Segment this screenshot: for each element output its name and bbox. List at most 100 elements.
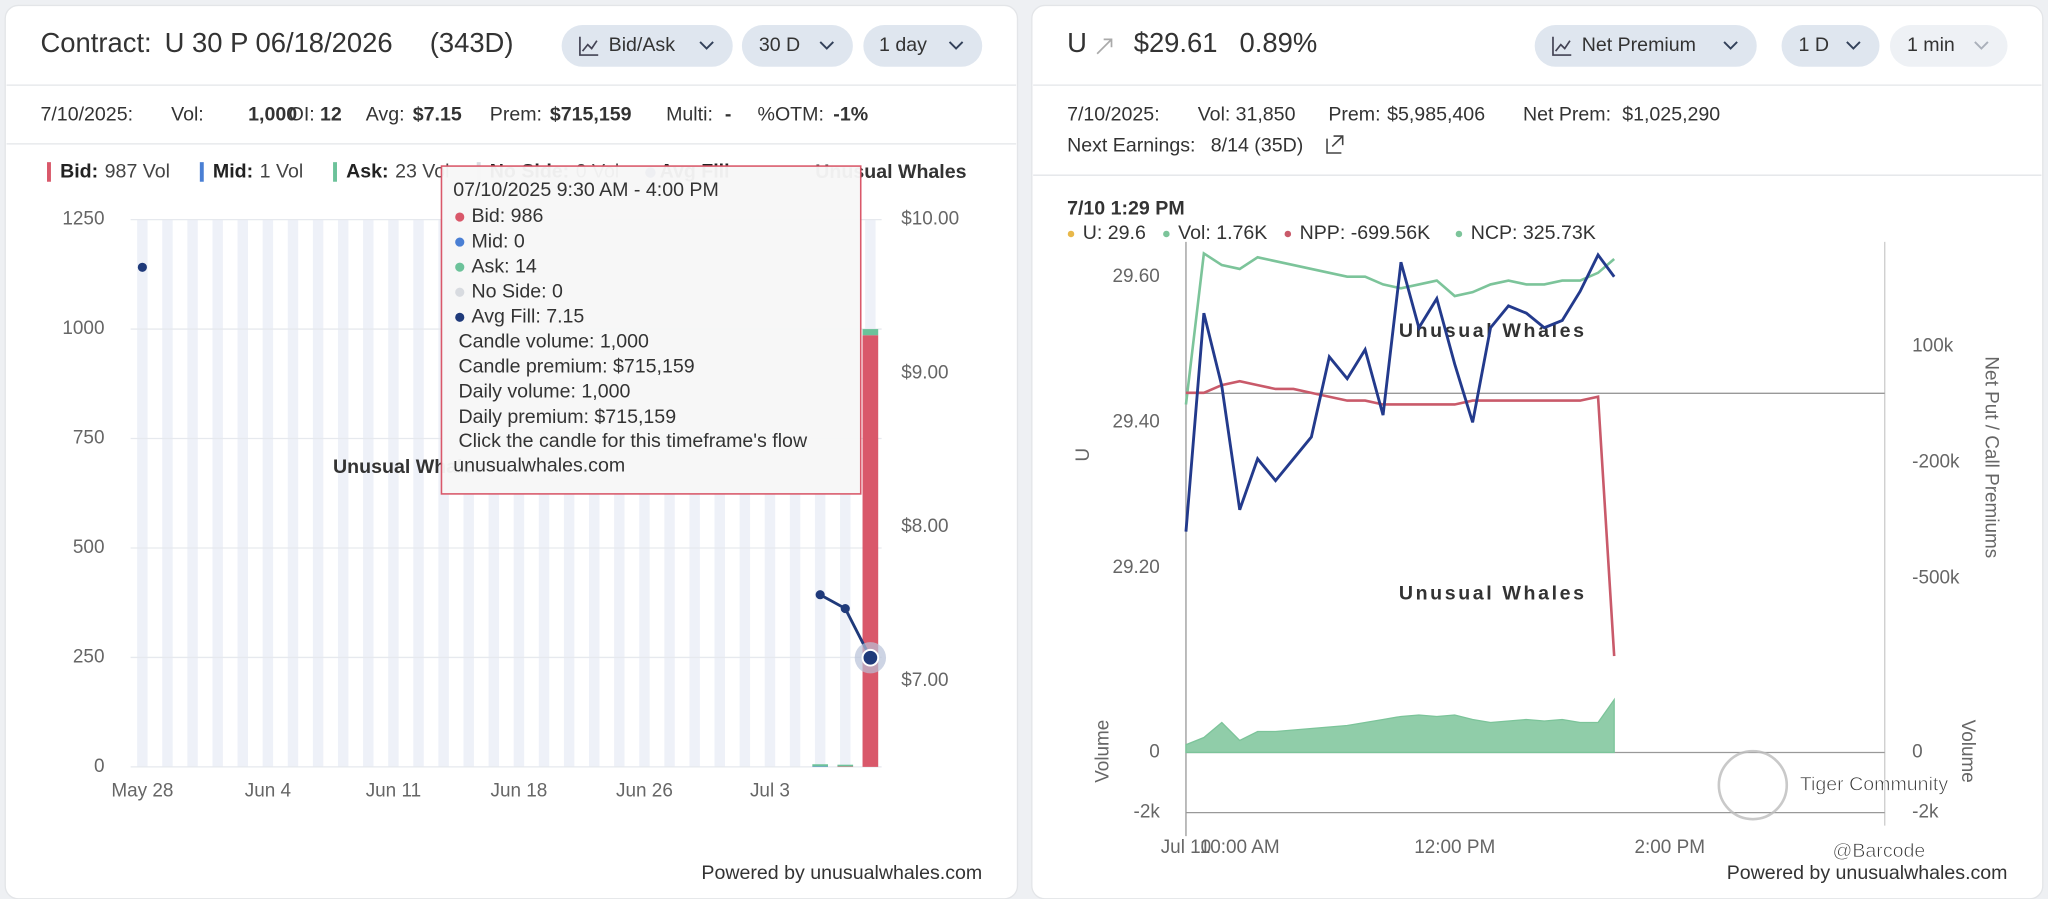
column-background <box>162 219 173 767</box>
tooltip-dot <box>455 262 465 272</box>
info-date: 7/10/2025: <box>1067 103 1160 125</box>
tooltip-line: Candle premium: $715,159 <box>458 356 694 378</box>
avg-fill-point <box>840 603 850 614</box>
column-background <box>388 219 399 767</box>
column-background <box>312 219 324 767</box>
legend-marker <box>333 162 337 182</box>
legend-dot <box>1067 230 1075 238</box>
bar-segment <box>862 335 879 767</box>
x-tick-label: Jun 26 <box>616 781 673 802</box>
info-label: Avg: <box>366 103 405 125</box>
dropdown[interactable] <box>863 25 983 67</box>
dropdown[interactable] <box>741 25 853 67</box>
y2-tick-label: -500k <box>1912 568 1960 589</box>
y2-axis-label: Volume <box>1957 720 1978 783</box>
tooltip-line: Daily volume: 1,000 <box>458 381 630 403</box>
dropdown[interactable] <box>1781 25 1880 67</box>
y2-axis-label: Net Put / Call Premiums <box>1981 356 2002 558</box>
column-background <box>337 219 349 767</box>
chevron <box>1974 41 1989 50</box>
tooltip-line: No Side: 0 <box>472 280 564 302</box>
info-date: 7/10/2025: <box>40 103 133 125</box>
info-label: Vol: <box>1198 103 1231 125</box>
legend-entry: Bid: 987 Vol <box>60 161 170 183</box>
tooltip-dot <box>455 287 465 297</box>
y-tick-label: 29.60 <box>1112 266 1159 287</box>
tooltip-line: Bid: 986 <box>472 205 544 227</box>
bar-segment <box>812 764 829 767</box>
link-icon <box>1096 38 1113 55</box>
info-value: - <box>725 103 732 125</box>
tooltip-line: Candle volume: 1,000 <box>458 331 649 353</box>
info-label: Multi: <box>666 103 713 125</box>
legend-label: Ask: <box>346 161 388 183</box>
x-tick-label: Jun 18 <box>491 781 548 802</box>
legend-dot <box>1163 230 1170 238</box>
y-tick-label: 250 <box>73 646 105 667</box>
dropdown-label: Bid/Ask <box>609 34 676 56</box>
y-tick-label: 1250 <box>62 209 104 230</box>
column-background <box>287 219 299 767</box>
bar-segment <box>862 329 879 336</box>
x-tick-label: 10:00 AM <box>1200 837 1280 858</box>
price: $29.61 <box>1134 27 1218 58</box>
chevron <box>1723 41 1738 50</box>
dropdown[interactable] <box>561 25 733 67</box>
earnings: 8/14 (35D) <box>1211 135 1304 157</box>
column-background <box>363 219 374 767</box>
tooltip-dot <box>455 237 465 247</box>
legend-label: Bid: <box>60 161 98 183</box>
chart-icon <box>1552 36 1572 56</box>
dropdown-label: Net Premium <box>1582 34 1696 56</box>
x-tick-label: Jun 4 <box>245 781 291 802</box>
external-link-icon <box>1326 135 1344 154</box>
y-tick-label: 0 <box>1149 742 1160 763</box>
days-to-expiry: (343D) <box>430 27 514 58</box>
tooltip-link: Click the candle for this timeframe's fl… <box>458 430 808 452</box>
info-value: 12 <box>320 103 342 125</box>
column-background <box>262 219 274 767</box>
dropdown[interactable] <box>1889 25 2008 67</box>
footer: Powered by unusualwhales.com <box>701 862 982 884</box>
chevron <box>948 41 964 50</box>
x-tick-label: Jul 10 <box>1161 837 1212 858</box>
legend-dot <box>1455 230 1463 238</box>
watermark: Unusual Whales <box>1399 583 1587 605</box>
y-tick-label: 750 <box>73 428 105 449</box>
tooltip-site: unusualwhales.com <box>453 455 625 477</box>
x-tick-label: 12:00 PM <box>1414 837 1495 858</box>
y-tick-label: -2k <box>1134 802 1161 823</box>
column-background <box>237 219 249 767</box>
overlay-logo <box>1717 749 1789 821</box>
contract-label: Contract: <box>40 27 151 58</box>
info-value: 31,850 <box>1236 103 1296 125</box>
info-value: $1,025,290 <box>1622 103 1720 125</box>
y-axis-label: Volume <box>1093 720 1114 783</box>
series-line <box>1184 252 1616 532</box>
y-tick-label: 1000 <box>62 318 104 339</box>
info-value: $5,985,406 <box>1387 103 1485 125</box>
avg-fill-point <box>137 262 147 272</box>
tooltip-line: Mid: 0 <box>472 230 525 252</box>
x-tick-label: Jun 11 <box>366 781 421 802</box>
dropdown[interactable] <box>1534 25 1757 67</box>
info-label: %OTM: <box>758 103 824 125</box>
x-tick-label: 2:00 PM <box>1634 837 1704 858</box>
legend-marker <box>47 162 51 182</box>
legend-entry: Ask: 23 Vol <box>346 161 449 183</box>
column-background <box>187 219 198 767</box>
tooltip-line: Daily premium: $715,159 <box>458 406 676 428</box>
tooltip-line: Ask: 14 <box>472 255 537 277</box>
legend-value: 1 Vol <box>260 161 304 183</box>
overlay-text: Tiger Community <box>1800 773 1949 795</box>
info-label: Net Prem: <box>1523 103 1611 125</box>
column-background <box>137 219 148 767</box>
y2-tick-label: $8.00 <box>901 516 948 537</box>
series-line <box>1185 379 1616 657</box>
y-axis-label: U <box>1073 448 1094 462</box>
dropdown-label: 30 D <box>759 34 800 56</box>
y-tick-label: 500 <box>73 537 105 558</box>
contract: U 30 P 06/18/2026 <box>165 27 393 58</box>
